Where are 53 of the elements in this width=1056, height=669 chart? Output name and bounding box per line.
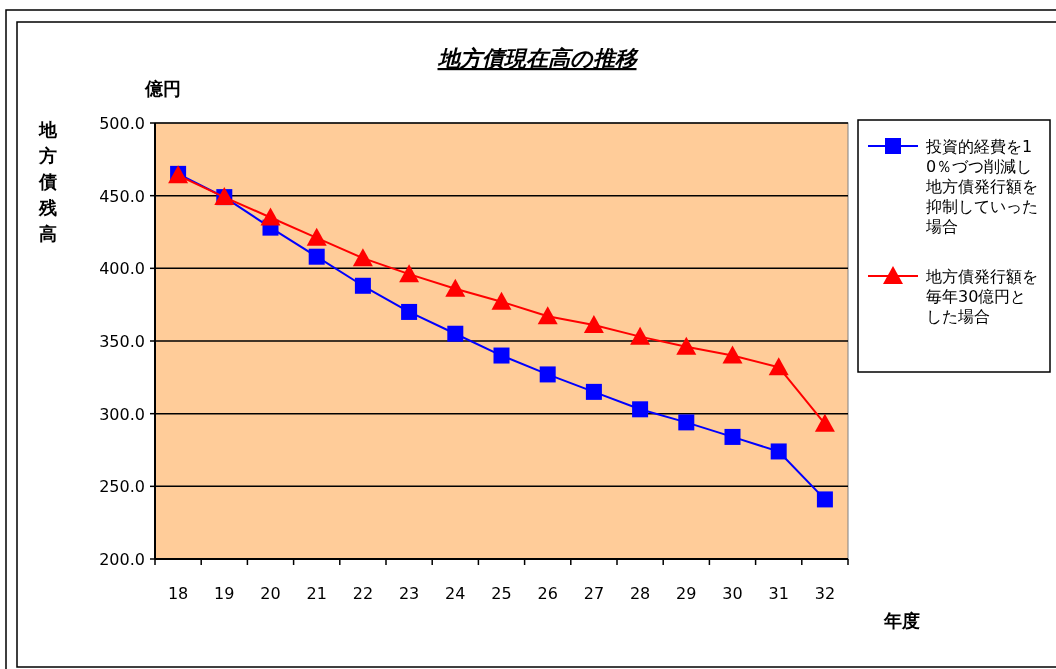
point (814, 413, 835, 432)
point (816, 491, 833, 508)
point (399, 264, 420, 283)
point (770, 443, 787, 460)
point (585, 383, 602, 400)
point (537, 306, 558, 325)
x-tick-label: 26 (537, 584, 558, 603)
x-tick-label: 20 (260, 584, 281, 603)
point (630, 326, 651, 345)
point (401, 303, 418, 320)
point (306, 227, 327, 246)
legend-label: 地方債発行額を毎年30億円とした場合 (925, 267, 1038, 326)
x-tick-label: 22 (352, 584, 374, 603)
point (539, 366, 556, 383)
y-tick-label: 300.0 (99, 404, 145, 424)
y-tick-label: 250.0 (99, 477, 145, 497)
point (676, 336, 697, 355)
point (583, 315, 604, 334)
point (447, 325, 464, 342)
x-tick-label: 19 (214, 584, 235, 603)
chart-title: 地方債現在高の推移 (436, 46, 639, 71)
y-tick-label: 350.0 (99, 332, 145, 351)
x-tick-label: 23 (398, 584, 420, 603)
point (445, 278, 466, 297)
text: 億円 (144, 78, 181, 99)
point (768, 357, 789, 376)
y-axis-title: 地方債残高 (38, 119, 58, 244)
point (354, 277, 371, 294)
x-tick-label: 31 (768, 584, 789, 603)
point (352, 248, 373, 267)
x-tick-label: 21 (306, 584, 327, 603)
point (722, 345, 743, 364)
x-tick-label: 25 (491, 584, 512, 603)
x-tick-label: 27 (583, 584, 605, 603)
x-tick-label: 32 (814, 584, 836, 603)
x-axis-title: 年度 (883, 610, 920, 631)
legend-label: 投資的経費を10％づつ削減し地方債発行額を抑制していった場合 (925, 137, 1038, 236)
y-tick-label: 400.0 (99, 259, 145, 279)
y-tick-label: 500.0 (99, 114, 145, 133)
point (678, 414, 695, 431)
point (491, 291, 512, 310)
point (493, 347, 510, 364)
point (308, 248, 325, 265)
x-tick-label: 24 (445, 584, 466, 603)
x-tick-label: 30 (722, 584, 743, 603)
point (632, 401, 649, 418)
x-tick-label: 29 (676, 584, 697, 603)
point (260, 207, 281, 226)
y-tick-label: 200.0 (99, 550, 145, 569)
y-tick-label: 450.0 (99, 186, 145, 206)
x-tick-label: 18 (167, 584, 189, 603)
x-tick-label: 28 (629, 584, 651, 603)
point (724, 428, 741, 445)
